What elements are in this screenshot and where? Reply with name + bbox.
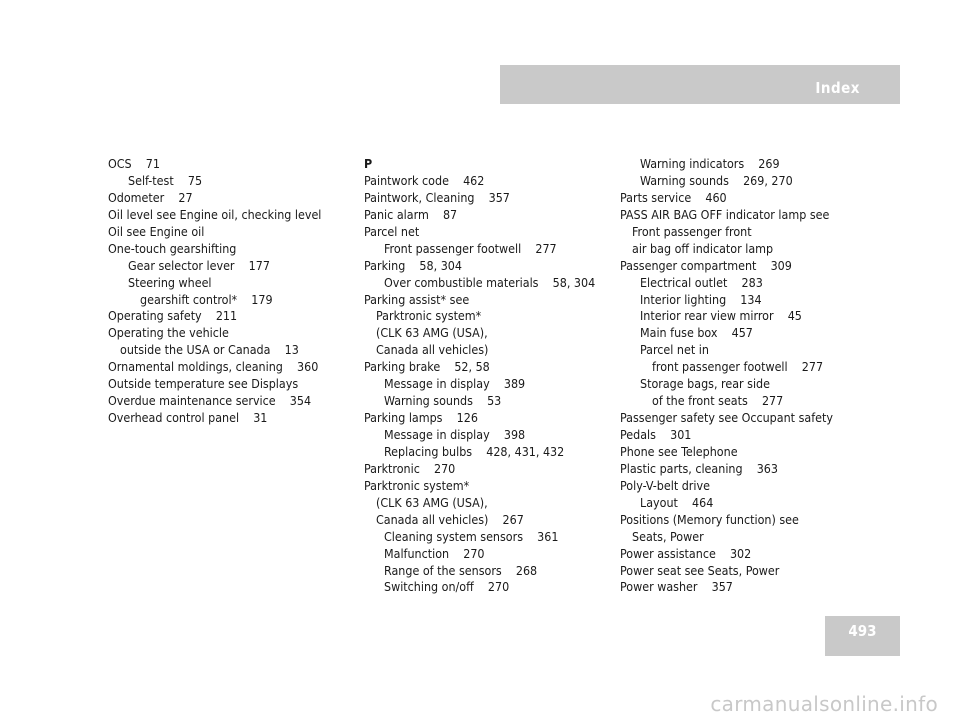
index-entry: Power washer 357 xyxy=(620,579,733,595)
index-entry: Parktronic system* xyxy=(364,477,470,493)
index-entry: Steering wheel xyxy=(128,274,212,290)
page-number: 493 xyxy=(848,622,877,640)
index-entry: (CLK 63 AMG (USA), xyxy=(376,325,488,341)
index-entry: Malfunction 270 xyxy=(384,545,485,561)
index-entry: Parking lamps 126 xyxy=(364,410,478,426)
index-entry: Parktronic system* xyxy=(376,308,482,324)
index-entry: Parktronic 270 xyxy=(364,460,456,476)
index-entry: Panic alarm 87 xyxy=(364,206,458,222)
index-entry: Phone see Telephone xyxy=(620,443,738,459)
index-entry: Overdue maintenance service 354 xyxy=(108,393,312,409)
index-entry: Gear selector lever 177 xyxy=(128,257,270,273)
index-entry: Positions (Memory function) see xyxy=(620,511,799,527)
index-column-3: Warning indicators 269 Warning sounds 269… xyxy=(620,156,833,596)
index-entry: Cleaning system sensors 361 xyxy=(384,528,559,544)
index-entry: Replacing bulbs 428, 431, 432 xyxy=(384,443,565,459)
index-entry: Parking brake 52, 58 xyxy=(364,359,490,375)
page-title: Index xyxy=(815,79,860,97)
index-entry: front passenger footwell 277 xyxy=(652,359,824,375)
index-entry: Outside temperature see Displays xyxy=(108,376,299,392)
index-entry: Warning indicators 269 xyxy=(640,156,780,171)
index-entry: (CLK 63 AMG (USA), xyxy=(376,494,488,510)
index-letter-heading: P xyxy=(364,156,373,171)
index-entry: OCS 71 xyxy=(108,156,160,171)
index-entry: Operating safety 211 xyxy=(108,308,238,324)
index-column-2: P Paintwork code 462 Paintwork, Cleaning 3… xyxy=(364,156,595,596)
index-entry: Seats, Power xyxy=(632,528,704,544)
index-entry: Parking assist* see xyxy=(364,291,470,307)
index-entry: Interior lighting 134 xyxy=(640,291,762,307)
index-entry: Parcel net in xyxy=(640,342,709,358)
index-entry: Message in display 398 xyxy=(384,427,526,442)
index-entry: Range of the sensors 268 xyxy=(384,562,538,578)
index-entry: PASS AIR BAG OFF indicator lamp see xyxy=(620,206,830,222)
index-entry: Oil see Engine oil xyxy=(108,223,205,239)
index-entry: Warning sounds 269, 270 xyxy=(640,172,793,188)
header-band: Index xyxy=(500,65,900,104)
index-entry: Parts service 460 xyxy=(620,189,727,205)
index-entry: Poly-V-belt drive xyxy=(620,477,710,493)
index-entry: Power assistance 302 xyxy=(620,545,752,561)
index-entry: Power seat see Seats, Power xyxy=(620,562,780,578)
index-entry: Overhead control panel 31 xyxy=(108,410,268,426)
page-number-box: 493 xyxy=(825,616,900,656)
index-entry: Canada all vehicles) 267 xyxy=(376,511,524,527)
index-entry: Message in display 389 xyxy=(384,376,526,392)
index-entry: Interior rear view mirror 45 xyxy=(640,308,802,324)
index-entry: Paintwork, Cleaning 357 xyxy=(364,189,510,205)
index-entry: gearshift control* 179 xyxy=(140,291,273,307)
watermark: carmanualsonline.info xyxy=(710,692,938,716)
index-entry: Front passenger footwell 277 xyxy=(384,240,557,256)
index-entry: Switching on/off 270 xyxy=(384,579,510,595)
index-entry: Pedals 301 xyxy=(620,427,692,442)
index-entry: Front passenger front xyxy=(632,223,752,239)
index-entry: Warning sounds 53 xyxy=(384,393,502,409)
index-entry: Canada all vehicles) xyxy=(376,342,489,358)
index-entry: Parcel net xyxy=(364,223,420,239)
index-entry: Ornamental moldings, cleaning 360 xyxy=(108,359,319,375)
index-entry: Parking 58, 304 xyxy=(364,257,462,273)
index-entry: Passenger compartment 309 xyxy=(620,257,792,273)
index-entry: Storage bags, rear side xyxy=(640,376,770,392)
index-entry: Odometer 27 xyxy=(108,189,193,205)
index-entry: outside the USA or Canada 13 xyxy=(120,342,299,358)
index-entry: Layout 464 xyxy=(640,494,714,510)
index-entry: Plastic parts, cleaning 363 xyxy=(620,460,778,476)
index-entry: Self-test 75 xyxy=(128,172,203,188)
index-entry: Main fuse box 457 xyxy=(640,325,753,341)
index-entry: Electrical outlet 283 xyxy=(640,274,763,290)
index-column-1: OCS 71 Self-test 75 Odometer 27 Oil level s… xyxy=(108,156,321,427)
index-entry: Operating the vehicle xyxy=(108,325,229,341)
index-entry: Oil level see Engine oil, checking level xyxy=(108,206,322,222)
index-entry: One-touch gearshifting xyxy=(108,240,237,256)
index-entry: Paintwork code 462 xyxy=(364,172,485,188)
index-entry: Over combustible materials 58, 304 xyxy=(384,274,596,290)
index-entry: air bag off indicator lamp xyxy=(632,240,774,256)
index-entry: of the front seats 277 xyxy=(652,393,784,409)
index-entry: Passenger safety see Occupant safety xyxy=(620,410,833,426)
